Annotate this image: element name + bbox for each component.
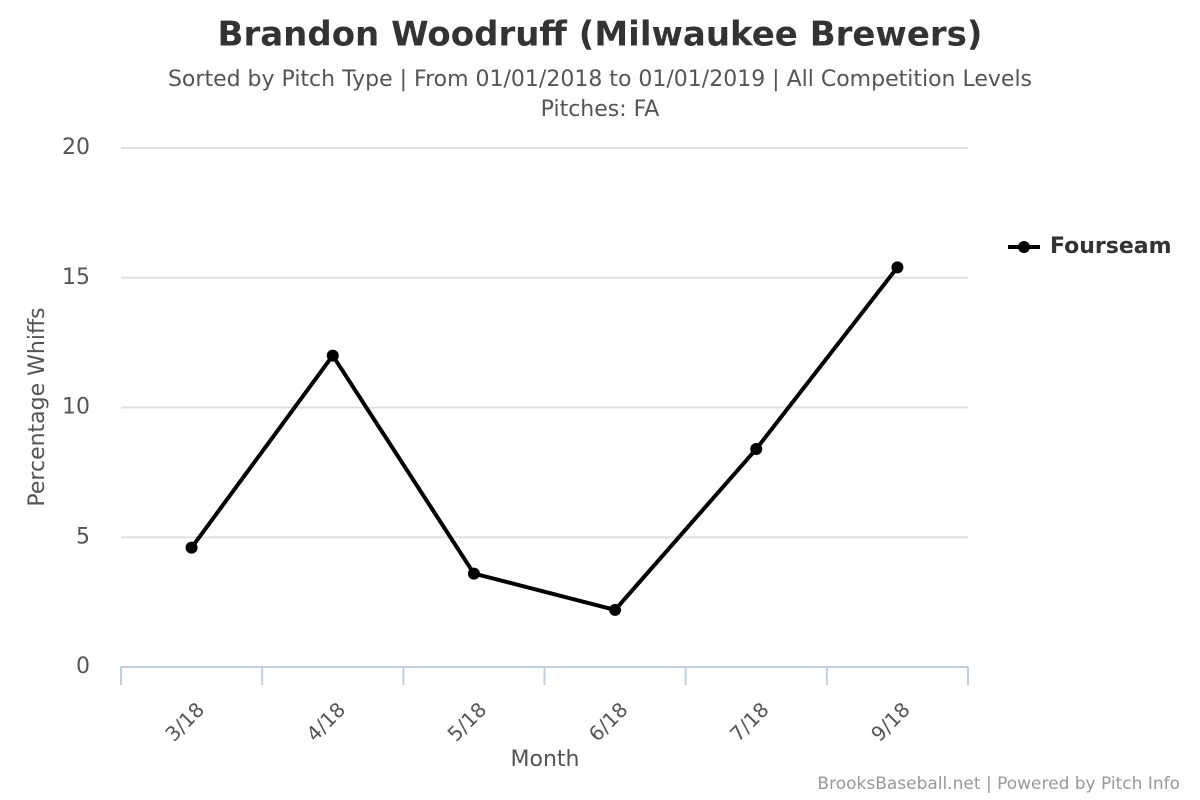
y-tick-label: 10 xyxy=(62,395,90,420)
x-tick-label: 4/18 xyxy=(301,697,350,746)
chart-title: Brandon Woodruff (Milwaukee Brewers) xyxy=(218,15,983,55)
y-tick-label: 20 xyxy=(62,135,90,160)
legend-label: Fourseam xyxy=(1050,234,1172,259)
x-axis-label: Month xyxy=(511,747,580,772)
x-tick-label: 6/18 xyxy=(584,697,633,746)
x-tick-label: 7/18 xyxy=(725,697,774,746)
legend-symbol xyxy=(1018,241,1030,253)
chart-subtitle: Pitches: FA xyxy=(541,97,660,122)
y-tick-label: 15 xyxy=(62,265,90,290)
chart-subtitle: Sorted by Pitch Type | From 01/01/2018 t… xyxy=(168,67,1032,92)
data-point xyxy=(326,349,339,362)
x-tick-label: 9/18 xyxy=(866,697,915,746)
credit: BrooksBaseball.net | Powered by Pitch In… xyxy=(817,774,1180,794)
data-point xyxy=(467,567,480,580)
x-tick-label: 3/18 xyxy=(160,697,209,746)
series-line xyxy=(189,266,899,612)
y-axis-label: Percentage Whiffs xyxy=(25,307,50,506)
data-point xyxy=(609,603,622,616)
data-point xyxy=(750,443,763,456)
y-tick-label: 5 xyxy=(76,524,90,549)
x-tick-label: 5/18 xyxy=(443,697,492,746)
data-point xyxy=(185,541,198,554)
y-tick-label: 0 xyxy=(76,654,90,679)
data-point xyxy=(891,261,904,274)
